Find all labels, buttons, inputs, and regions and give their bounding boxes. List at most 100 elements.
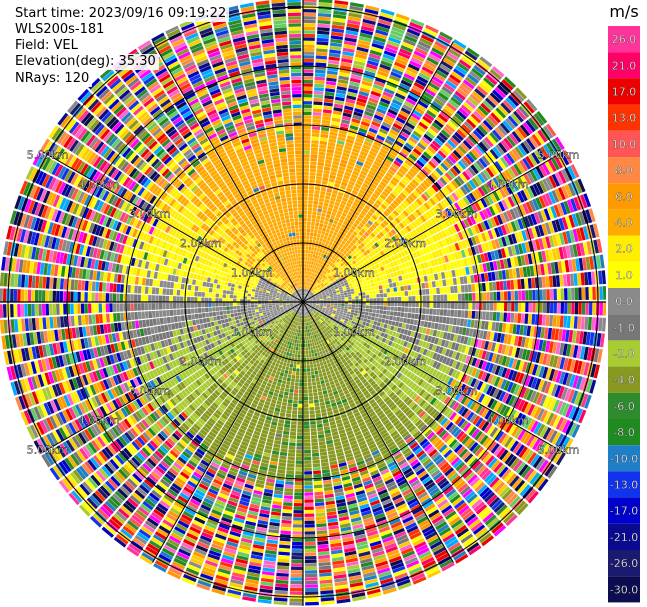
velocity-gate: [446, 51, 459, 61]
velocity-gate: [401, 148, 410, 156]
velocity-gate: [348, 304, 352, 307]
velocity-gate: [344, 308, 348, 312]
velocity-gate: [368, 170, 376, 177]
velocity-gate: [410, 284, 415, 290]
velocity-gate: [322, 390, 328, 395]
velocity-gate: [475, 311, 479, 320]
velocity-gate: [318, 272, 322, 276]
velocity-gate: [356, 160, 364, 167]
velocity-gate: [352, 170, 360, 177]
velocity-gate: [320, 458, 329, 463]
velocity-gate: [304, 296, 306, 300]
velocity-gate: [309, 339, 312, 344]
velocity-gate: [475, 292, 480, 301]
velocity-gate: [308, 271, 311, 276]
velocity-gate: [326, 149, 335, 154]
velocity-gate: [387, 278, 393, 284]
velocity-gate: [323, 426, 331, 431]
velocity-gate: [348, 228, 354, 234]
velocity-gate: [453, 68, 466, 78]
velocity-gate: [356, 97, 367, 104]
velocity-gate: [311, 374, 316, 379]
velocity-gate: [303, 171, 309, 176]
velocity-gate: [303, 55, 315, 59]
velocity-gate: [355, 104, 365, 111]
velocity-gate: [308, 350, 312, 354]
velocity-gate: [307, 285, 309, 290]
velocity-gate: [451, 42, 465, 52]
velocity-gate: [372, 290, 377, 295]
velocity-gate: [312, 265, 315, 269]
velocity-gate: [356, 46, 369, 53]
velocity-gate: [391, 126, 401, 134]
velocity-gate: [331, 223, 337, 228]
velocity-gate: [321, 119, 331, 125]
velocity-gate: [387, 78, 399, 86]
velocity-gate: [345, 234, 350, 240]
velocity-gate: [480, 320, 486, 330]
velocity-gate: [310, 287, 313, 291]
velocity-gate: [408, 136, 418, 145]
velocity-gate: [390, 30, 404, 38]
velocity-gate: [394, 16, 409, 25]
velocity-gate: [318, 358, 323, 363]
velocity-gate: [394, 140, 404, 148]
velocity-gate: [389, 311, 394, 316]
velocity-gate: [363, 140, 373, 147]
velocity-gate: [319, 237, 324, 242]
velocity-gate: [438, 279, 443, 287]
velocity-gate: [316, 362, 321, 367]
velocity-gate: [322, 173, 330, 178]
velocity-gate: [443, 294, 448, 301]
velocity-gate: [342, 152, 350, 158]
velocity-gate: [468, 310, 472, 319]
velocity-gate: [336, 140, 345, 145]
velocity-gate: [335, 93, 346, 98]
velocity-gate: [387, 132, 397, 140]
velocity-gate: [403, 124, 414, 133]
velocity-gate: [321, 368, 326, 373]
velocity-gate: [362, 182, 369, 189]
velocity-gate: [581, 302, 586, 315]
velocity-gate: [354, 107, 364, 114]
velocity-gate: [320, 187, 327, 192]
velocity-gate: [457, 293, 462, 301]
velocity-gate: [420, 69, 432, 78]
velocity-gate: [346, 311, 351, 315]
velocity-gate: [380, 60, 393, 68]
velocity-gate: [436, 302, 441, 309]
velocity-gate: [409, 278, 414, 285]
velocity-gate: [428, 281, 433, 288]
velocity-gate: [445, 80, 457, 90]
velocity-gate: [309, 257, 313, 261]
velocity-gate: [317, 27, 330, 32]
velocity-gate: [312, 108, 322, 113]
velocity-gate: [303, 207, 308, 211]
velocity-gate: [314, 262, 318, 267]
velocity-gate: [429, 308, 433, 315]
velocity-gate: [341, 212, 347, 218]
velocity-gate: [439, 287, 444, 294]
velocity-gate: [381, 121, 392, 129]
velocity-gate: [347, 309, 352, 312]
velocity-gate: [306, 235, 310, 240]
velocity-gate: [395, 281, 400, 287]
velocity-gate: [325, 159, 332, 164]
velocity-gate: [313, 285, 316, 289]
velocity-gate: [371, 42, 384, 50]
velocity-gate: [553, 302, 558, 314]
velocity-gate: [525, 290, 529, 301]
velocity-gate: [330, 246, 335, 251]
velocity-gate: [420, 276, 425, 283]
velocity-gate: [528, 290, 533, 301]
velocity-gate: [325, 264, 330, 268]
velocity-gate: [314, 254, 318, 259]
velocity-gate: [315, 179, 322, 184]
velocity-gate: [311, 449, 319, 454]
velocity-gate: [393, 287, 398, 292]
velocity-gate: [492, 281, 497, 291]
velocity-gate: [310, 371, 315, 376]
velocity-gate: [330, 304, 334, 307]
velocity-gate: [311, 268, 314, 273]
velocity-gate: [403, 285, 408, 291]
